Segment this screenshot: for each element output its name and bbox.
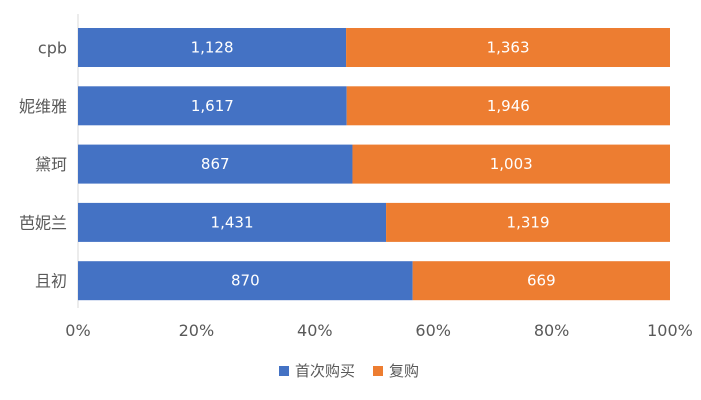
bar-segment-repurchase xyxy=(386,202,670,242)
bar-segment-repurchase xyxy=(412,261,670,301)
bar-segment-repurchase xyxy=(346,28,670,67)
bar-segment-first-purchase xyxy=(78,144,353,184)
bar-value-label: 1,003 xyxy=(490,155,533,173)
legend: 首次购买 复购 xyxy=(279,362,419,380)
bar-value-label: 1,128 xyxy=(191,39,234,57)
bar-segment-first-purchase xyxy=(78,86,347,126)
category-label: cpb xyxy=(38,39,67,58)
category-label: 芭妮兰 xyxy=(19,213,67,232)
bar-value-label: 669 xyxy=(527,272,556,290)
x-tick-label: 80% xyxy=(534,321,570,340)
bar-segment-first-purchase xyxy=(78,28,347,67)
legend-label: 复购 xyxy=(389,362,419,380)
bar-value-label: 867 xyxy=(201,155,230,173)
x-tick-label: 40% xyxy=(297,321,333,340)
legend-swatch xyxy=(279,366,289,376)
bar-segment-first-purchase xyxy=(78,261,413,301)
category-label: 黛珂 xyxy=(35,155,67,174)
x-tick-label: 0% xyxy=(65,321,90,340)
bar-segment-repurchase xyxy=(352,144,670,184)
legend-label: 首次购买 xyxy=(295,362,355,380)
x-tick-label: 100% xyxy=(647,321,693,340)
category-label: 妮维雅 xyxy=(19,97,67,116)
x-tick-labels: 0% 20% 40% 60% 80% 100% xyxy=(65,321,693,340)
x-tick-label: 60% xyxy=(415,321,451,340)
bar-segment-first-purchase xyxy=(78,202,387,242)
bar-value-label: 870 xyxy=(231,272,260,290)
bar-value-label: 1,617 xyxy=(191,97,234,115)
bar-value-label: 1,431 xyxy=(211,213,254,231)
bar-labels-layer: 1,128 1,363 1,617 1,946 867 1,003 1,431 1,319 87… xyxy=(191,39,556,290)
bars-layer xyxy=(78,28,670,301)
bar-value-label: 1,319 xyxy=(507,213,550,231)
category-label: 且初 xyxy=(35,272,67,291)
bar-value-label: 1,946 xyxy=(487,97,530,115)
bar-segment-repurchase xyxy=(346,86,670,126)
x-tick-label: 20% xyxy=(179,321,215,340)
legend-swatch xyxy=(373,366,383,376)
bar-value-label: 1,363 xyxy=(487,39,530,57)
